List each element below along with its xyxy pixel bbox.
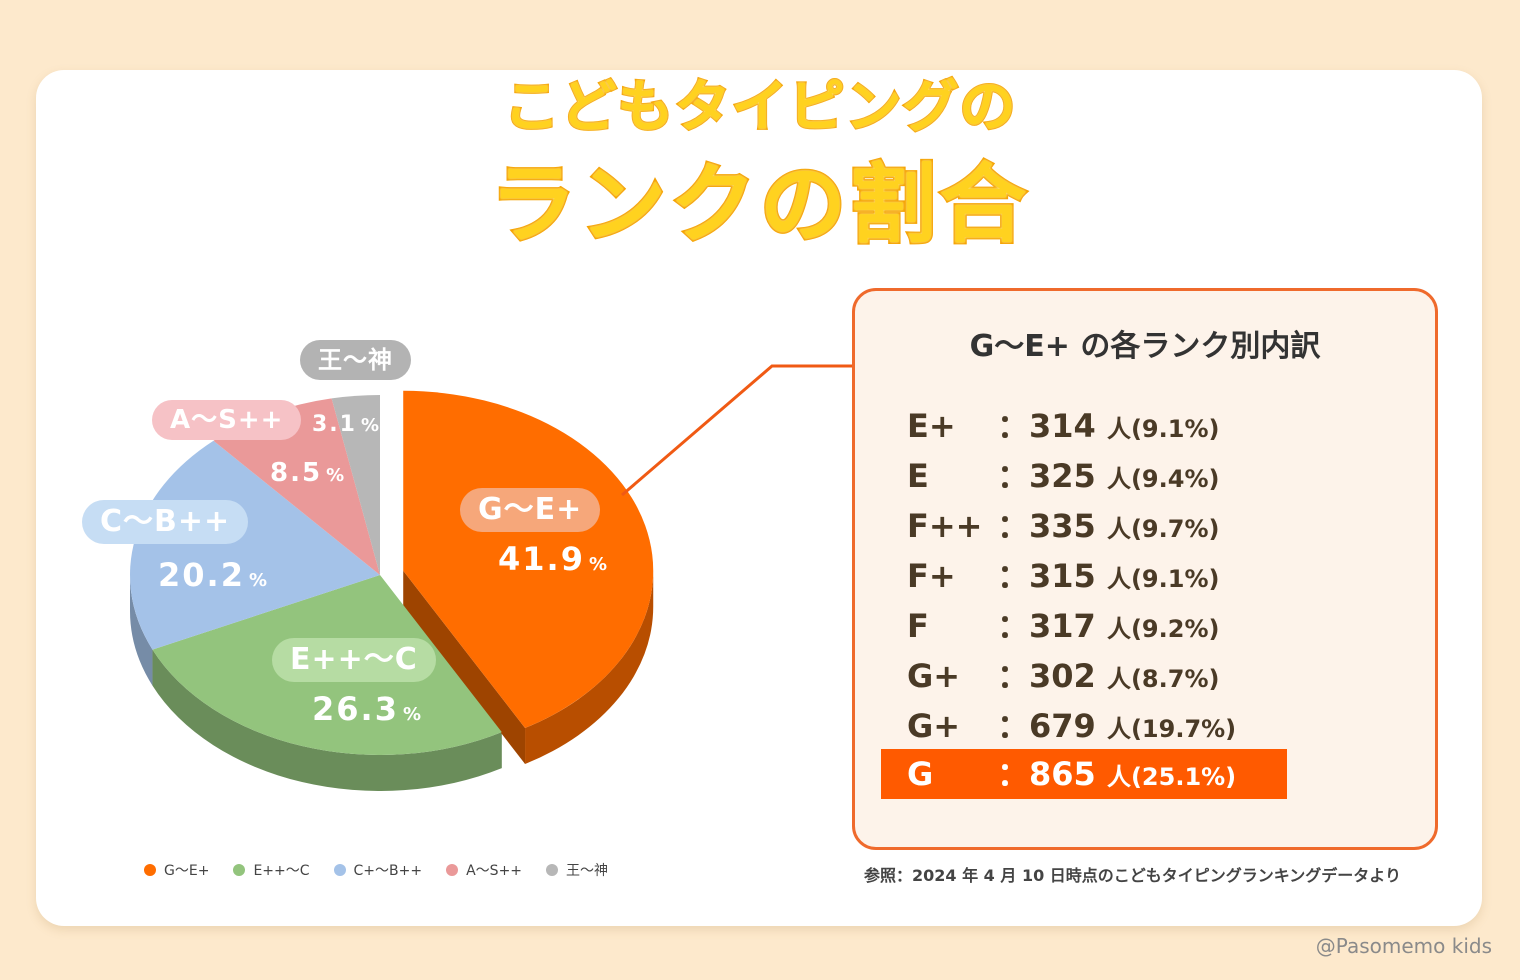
row-pct: (9.1%) xyxy=(1130,565,1220,593)
row-rank: F xyxy=(907,607,929,645)
row-pct: (8.7%) xyxy=(1130,665,1220,693)
row-pct: (9.1%) xyxy=(1130,415,1220,443)
row-unit: 人 xyxy=(1106,415,1131,443)
row-count: 325 xyxy=(1029,457,1096,495)
row-pct: (19.7%) xyxy=(1130,715,1237,743)
legend-swatch xyxy=(233,864,246,876)
breakdown-panel: G〜E+ の各ランク別内訳 E+ ：314 人(9.1%) E ：325 人(9.4… xyxy=(852,288,1438,850)
pie-slice-side xyxy=(525,570,654,764)
row-unit: 人 xyxy=(1106,515,1131,543)
row-unit: 人 xyxy=(1106,615,1131,643)
breakdown-row: E+ ：314 人(9.1%) xyxy=(907,401,1219,451)
slice-label-g-e: G〜E+ xyxy=(460,488,601,532)
row-rank: E+ xyxy=(907,407,956,445)
source-note: 参照：2024 年 4 月 10 日時点のこどもタイピングランキングデータより xyxy=(864,866,1401,885)
legend-swatch xyxy=(333,864,346,876)
row-count: 315 xyxy=(1029,557,1096,595)
legend-item: 王〜神 xyxy=(546,860,608,880)
breakdown-row: F+ ：315 人(9.1%) xyxy=(907,551,1219,601)
breakdown-title: G〜E+ の各ランク別内訳 xyxy=(969,329,1321,364)
pie-slice-cut xyxy=(403,570,526,764)
row-rank: E xyxy=(907,457,929,495)
slice-value-g-e: 41.9% xyxy=(498,540,609,578)
slice-value-c-b: 20.2% xyxy=(158,556,269,594)
legend-label: C+〜B++ xyxy=(353,863,423,879)
pie-slice xyxy=(129,440,380,650)
credit-text: @Pasomemo kids xyxy=(1315,934,1492,958)
row-count: 679 xyxy=(1029,707,1096,745)
row-rank: G xyxy=(907,755,934,793)
row-unit: 人 xyxy=(1106,763,1131,791)
pie-slice-side xyxy=(130,575,153,686)
breakdown-row: G+ ：679 人(19.7%) xyxy=(907,701,1236,751)
legend-label: E++〜C xyxy=(253,863,310,879)
legend-item: C+〜B++ xyxy=(333,860,423,880)
pie-slice xyxy=(331,395,380,575)
page-title-line2: ランクの割合 xyxy=(488,153,1030,257)
row-unit: 人 xyxy=(1106,715,1131,743)
slice-label-e-c: E++〜C xyxy=(272,638,436,682)
slice-value-a-s: 8.5% xyxy=(270,458,347,488)
legend-swatch xyxy=(144,864,156,876)
row-pct: (9.4%) xyxy=(1130,465,1220,493)
row-rank: F+ xyxy=(907,557,956,595)
slice-label-king-god: 王〜神 xyxy=(300,340,411,380)
row-count: 317 xyxy=(1029,607,1096,645)
row-rank: F++ xyxy=(907,507,983,545)
row-count: 314 xyxy=(1029,407,1096,445)
legend-item: G〜E+ xyxy=(144,860,209,880)
slice-value-king-god: 3.1% xyxy=(312,412,382,437)
chart-legend: G〜E+ E++〜C C+〜B++ A〜S++ 王〜神 xyxy=(144,860,608,880)
breakdown-row: E ：325 人(9.4%) xyxy=(907,451,1219,501)
legend-label: A〜S++ xyxy=(466,863,523,879)
legend-item: A〜S++ xyxy=(446,860,522,880)
pie-slice xyxy=(403,390,654,728)
row-unit: 人 xyxy=(1106,465,1131,493)
row-unit: 人 xyxy=(1106,565,1131,593)
row-rank: G+ xyxy=(907,707,961,745)
slice-label-c-b: C〜B++ xyxy=(82,500,249,544)
row-rank: G+ xyxy=(907,657,961,695)
pie-slice-side xyxy=(152,649,502,791)
legend-label: G〜E+ xyxy=(164,863,210,879)
row-pct: (9.7%) xyxy=(1130,515,1220,543)
legend-label: 王〜神 xyxy=(566,863,609,879)
row-count: 335 xyxy=(1029,507,1096,545)
slice-label-a-s: A〜S++ xyxy=(152,400,302,440)
legend-swatch xyxy=(446,864,459,876)
row-pct: (25.1%) xyxy=(1130,763,1237,791)
legend-item: E++〜C xyxy=(233,860,310,880)
row-pct: (9.2%) xyxy=(1130,615,1220,643)
page-title-line1: こどもタイピングの xyxy=(502,74,1017,142)
row-unit: 人 xyxy=(1106,665,1131,693)
breakdown-row: F++ ：335 人(9.7%) xyxy=(907,501,1219,551)
breakdown-row: G+ ：302 人(8.7%) xyxy=(907,651,1219,701)
slice-value-e-c: 26.3% xyxy=(312,690,423,728)
breakdown-row-highlight: G ：865 人(25.1%) xyxy=(881,749,1287,799)
pie-slice xyxy=(213,398,380,575)
row-count: 302 xyxy=(1029,657,1096,695)
breakdown-row: F ：317 人(9.2%) xyxy=(907,601,1219,651)
legend-swatch xyxy=(546,864,559,876)
row-count: 865 xyxy=(1029,755,1096,793)
